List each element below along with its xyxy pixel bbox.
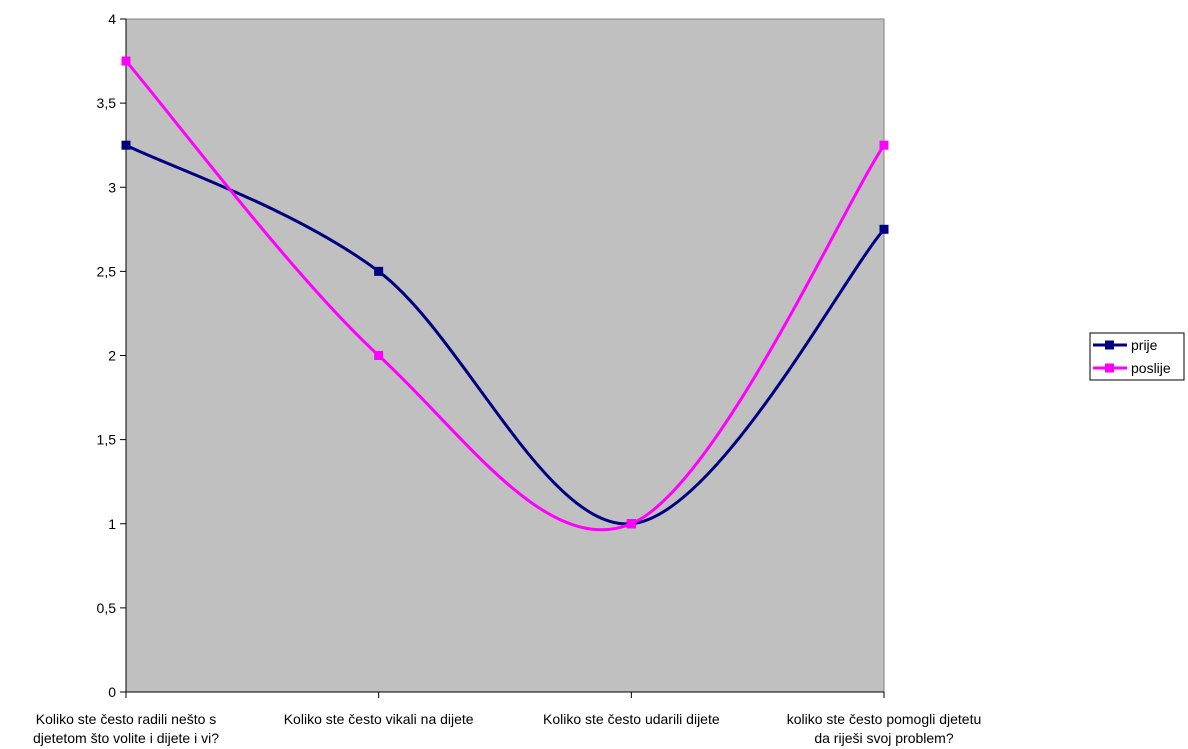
legend-swatch-marker (1105, 363, 1114, 373)
x-category-label: Koliko ste često radili nešto s djetetom … (33, 711, 219, 746)
legend: prije poslije (1089, 332, 1185, 381)
x-category-label: Koliko ste često vikali na dijete (284, 711, 474, 727)
data-point-prije (121, 140, 131, 150)
x-category-label: koliko ste često pomogli djetetu da riješ… (787, 711, 982, 746)
x-category-label-line: Koliko ste često udarili dijete (543, 711, 720, 727)
x-category-label-line: koliko ste često pomogli djetetu (787, 711, 982, 727)
x-category-label-line: Koliko ste često vikali na dijete (284, 711, 474, 727)
x-category-label: Koliko ste često udarili dijete (543, 711, 720, 727)
data-point-poslije (626, 519, 636, 529)
y-tick-label: 3 (108, 179, 116, 195)
x-category-label-line: Koliko ste često radili nešto s (36, 711, 217, 727)
data-point-poslije (879, 140, 889, 150)
y-tick-label: 4 (108, 11, 116, 27)
y-tick-label: 2,5 (97, 263, 117, 279)
data-point-prije (879, 224, 889, 234)
y-tick-label: 0 (108, 684, 116, 700)
y-axis: 0 0,5 1 1,5 2 2,5 3 3,5 4 (97, 11, 127, 700)
series-line-poslije (124, 60, 886, 532)
data-point-poslije (374, 351, 384, 360)
plot-area (125, 18, 885, 693)
series-poslije (121, 56, 889, 532)
series-line-prije (125, 143, 886, 526)
y-tick-label: 3,5 (97, 95, 117, 111)
x-category-label-line: da riješi svoj problem? (814, 730, 953, 746)
y-tick-label: 1,5 (97, 432, 117, 448)
legend-label: poslije (1131, 360, 1171, 376)
legend-label: prije (1131, 337, 1158, 353)
y-tick-label: 2 (108, 348, 116, 364)
legend-swatch-marker (1105, 340, 1114, 350)
y-tick-label: 1 (108, 516, 116, 532)
x-axis: Koliko ste često radili nešto s djetetom … (33, 691, 982, 746)
x-category-label-line: djetetom što volite i dijete i vi? (33, 730, 219, 746)
series-layer (121, 56, 889, 532)
data-point-prije (374, 266, 384, 276)
data-point-poslije (121, 56, 131, 66)
y-tick-label: 0,5 (97, 600, 117, 616)
